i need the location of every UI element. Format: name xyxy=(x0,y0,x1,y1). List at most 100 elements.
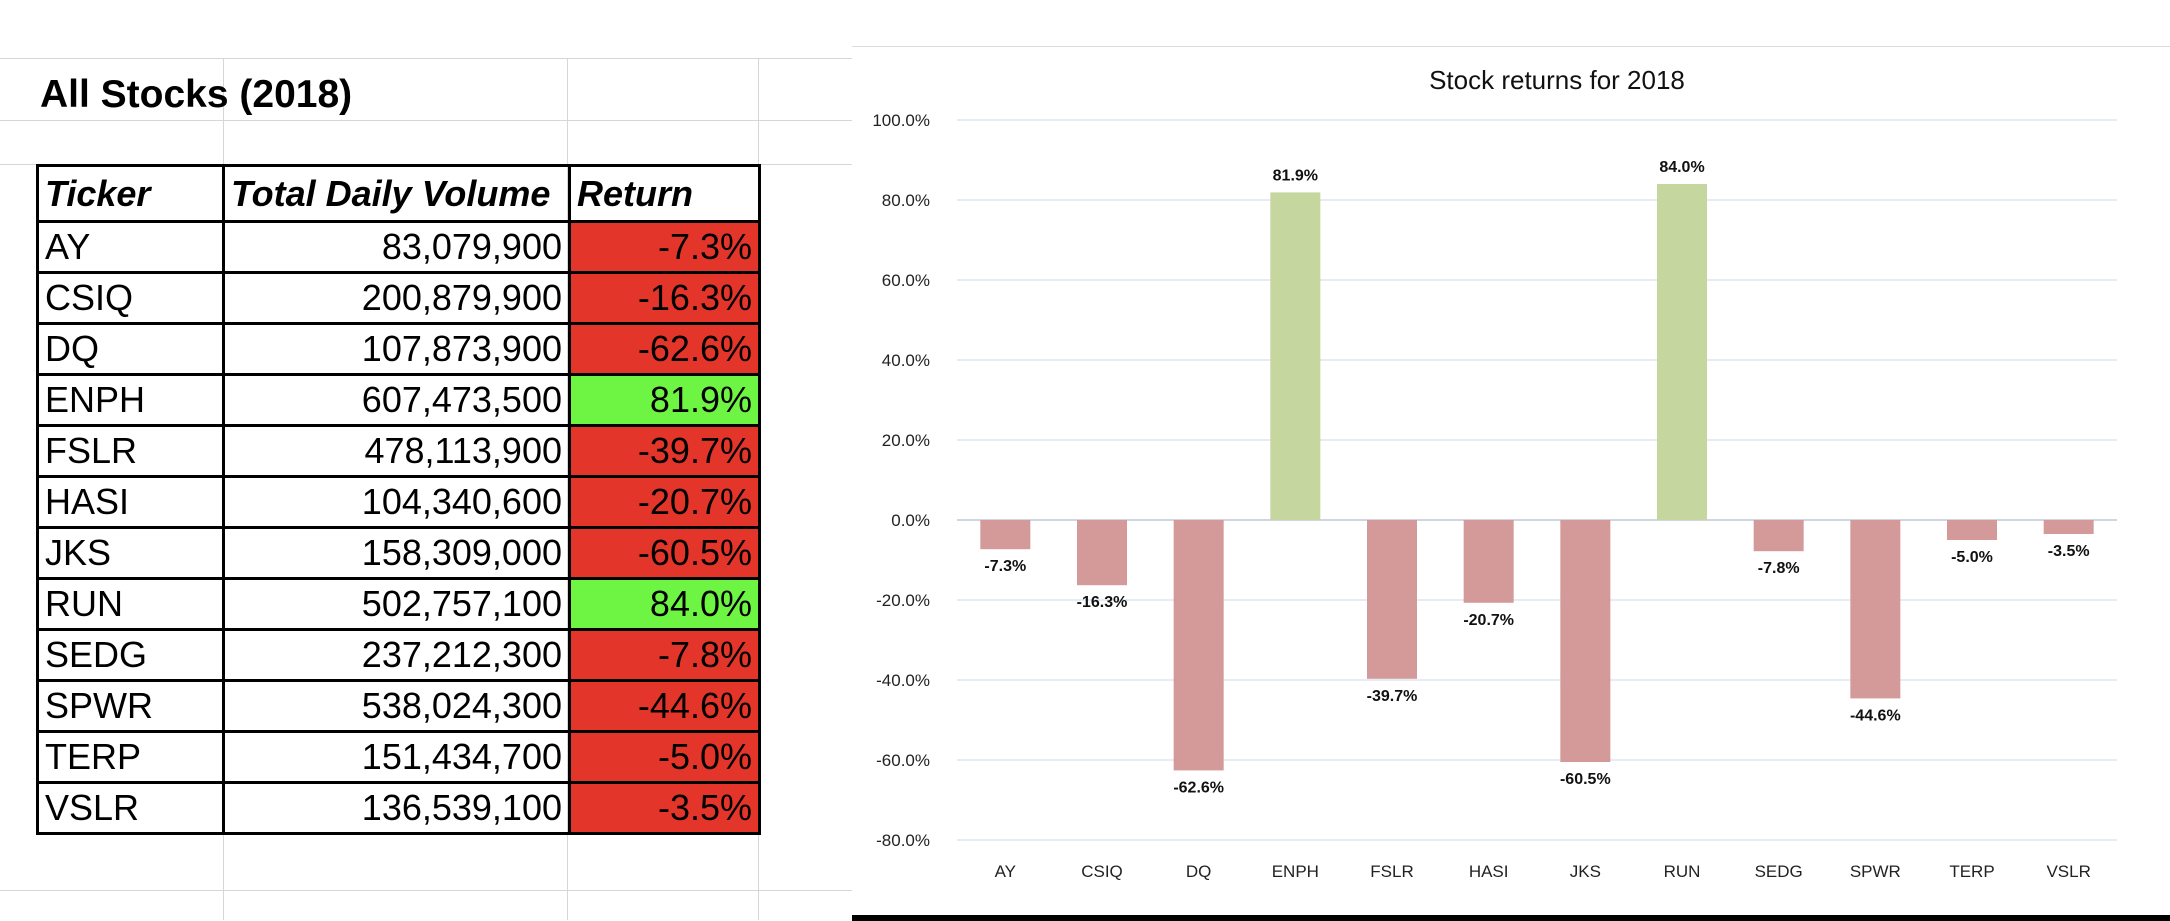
ticker-cell[interactable]: SEDG xyxy=(36,628,225,682)
stocks-table: Ticker Total Daily Volume Return AY 83,07… xyxy=(36,164,761,835)
sheet-title[interactable]: All Stocks (2018) xyxy=(40,73,353,116)
spreadsheet: All Stocks (2018) Ticker Total Daily Vol… xyxy=(0,0,860,920)
y-tick-label: 40.0% xyxy=(882,351,930,370)
data-label: -16.3% xyxy=(1077,594,1128,611)
header-ticker[interactable]: Ticker xyxy=(36,164,225,223)
volume-cell[interactable]: 151,434,700 xyxy=(222,730,571,784)
return-cell[interactable]: -7.8% xyxy=(568,628,761,682)
table-row: JKS 158,309,000 -60.5% xyxy=(36,526,761,580)
table-row: RUN 502,757,100 84.0% xyxy=(36,577,761,631)
gridline-horizontal xyxy=(0,164,860,165)
table-row: SPWR 538,024,300 -44.6% xyxy=(36,679,761,733)
return-cell[interactable]: -20.7% xyxy=(568,475,761,529)
ticker-cell[interactable]: TERP xyxy=(36,730,225,784)
y-tick-label: 60.0% xyxy=(882,271,930,290)
bar-hasi[interactable] xyxy=(1463,520,1514,603)
return-cell[interactable]: -62.6% xyxy=(568,322,761,376)
header-total-daily-volume[interactable]: Total Daily Volume xyxy=(222,164,571,223)
return-cell[interactable]: 84.0% xyxy=(568,577,761,631)
chart-bars xyxy=(980,184,2094,771)
bar-fslr[interactable] xyxy=(1367,520,1417,679)
volume-cell[interactable]: 107,873,900 xyxy=(222,322,571,376)
bar-jks[interactable] xyxy=(1560,520,1611,762)
data-label: -3.5% xyxy=(2048,543,2090,560)
ticker-cell[interactable]: CSIQ xyxy=(36,271,225,325)
chart-title: Stock returns for 2018 xyxy=(1429,65,1685,95)
volume-cell[interactable]: 478,113,900 xyxy=(222,424,571,478)
volume-cell[interactable]: 158,309,000 xyxy=(222,526,571,580)
bar-csiq[interactable] xyxy=(1077,520,1127,586)
volume-cell[interactable]: 200,879,900 xyxy=(222,271,571,325)
volume-cell[interactable]: 136,539,100 xyxy=(222,781,571,835)
x-tick-label: JKS xyxy=(1570,862,1601,881)
data-label: -44.6% xyxy=(1850,707,1901,724)
x-tick-label: RUN xyxy=(1664,862,1701,881)
return-cell[interactable]: -60.5% xyxy=(568,526,761,580)
y-tick-label: -80.0% xyxy=(876,831,930,850)
ticker-cell[interactable]: FSLR xyxy=(36,424,225,478)
ticker-cell[interactable]: SPWR xyxy=(36,679,225,733)
chart-container[interactable]: 100.0% 80.0% 60.0% 40.0% 20.0% 0.0% -20.0% -40.… xyxy=(852,46,2170,921)
ticker-cell[interactable]: JKS xyxy=(36,526,225,580)
volume-cell[interactable]: 83,079,900 xyxy=(222,220,571,274)
bar-spwr[interactable] xyxy=(1850,520,1901,699)
data-label: 81.9% xyxy=(1273,167,1318,184)
x-tick-label: VSLR xyxy=(2046,862,2090,881)
return-cell[interactable]: -3.5% xyxy=(568,781,761,835)
table-row: FSLR 478,113,900 -39.7% xyxy=(36,424,761,478)
volume-cell[interactable]: 237,212,300 xyxy=(222,628,571,682)
bar-dq[interactable] xyxy=(1173,520,1224,771)
bar-sedg[interactable] xyxy=(1753,520,1804,552)
y-tick-label: -20.0% xyxy=(876,591,930,610)
x-tick-label: DQ xyxy=(1186,862,1212,881)
volume-cell[interactable]: 104,340,600 xyxy=(222,475,571,529)
y-tick-label: -60.0% xyxy=(876,751,930,770)
ticker-cell[interactable]: RUN xyxy=(36,577,225,631)
y-tick-label: 100.0% xyxy=(872,111,930,130)
volume-cell[interactable]: 607,473,500 xyxy=(222,373,571,427)
volume-cell[interactable]: 538,024,300 xyxy=(222,679,571,733)
chart-gridlines xyxy=(957,119,2117,841)
return-cell[interactable]: -44.6% xyxy=(568,679,761,733)
table-row: HASI 104,340,600 -20.7% xyxy=(36,475,761,529)
x-tick-label: SEDG xyxy=(1755,862,1803,881)
bar-enph[interactable] xyxy=(1270,192,1321,520)
data-label: -7.3% xyxy=(984,558,1026,575)
data-label: -39.7% xyxy=(1367,688,1418,705)
chart-bottom-border xyxy=(852,915,2170,921)
y-axis-ticks: 100.0% 80.0% 60.0% 40.0% 20.0% 0.0% -20.0% -40.… xyxy=(872,111,930,850)
header-row: Ticker Total Daily Volume Return xyxy=(36,164,761,223)
ticker-cell[interactable]: ENPH xyxy=(36,373,225,427)
bar-chart: 100.0% 80.0% 60.0% 40.0% 20.0% 0.0% -20.0% -40.… xyxy=(872,65,2117,881)
data-label: -5.0% xyxy=(1951,549,1993,566)
y-tick-label: -40.0% xyxy=(876,671,930,690)
table-row: AY 83,079,900 -7.3% xyxy=(36,220,761,274)
volume-cell[interactable]: 502,757,100 xyxy=(222,577,571,631)
y-tick-label: 80.0% xyxy=(882,191,930,210)
return-cell[interactable]: -39.7% xyxy=(568,424,761,478)
x-tick-label: SPWR xyxy=(1850,862,1901,881)
x-axis-ticks: AY CSIQ DQ ENPH FSLR HASI JKS RUN SEDG SPWR TERP VS… xyxy=(995,862,2091,881)
return-cell[interactable]: -7.3% xyxy=(568,220,761,274)
bar-run[interactable] xyxy=(1657,184,1707,520)
data-label: -7.8% xyxy=(1758,560,1800,577)
return-cell[interactable]: -5.0% xyxy=(568,730,761,784)
x-tick-label: TERP xyxy=(1949,862,1994,881)
return-cell[interactable]: -16.3% xyxy=(568,271,761,325)
return-cell[interactable]: 81.9% xyxy=(568,373,761,427)
table-row: TERP 151,434,700 -5.0% xyxy=(36,730,761,784)
bar-ay[interactable] xyxy=(980,520,1031,550)
ticker-cell[interactable]: DQ xyxy=(36,322,225,376)
bar-vslr[interactable] xyxy=(2043,520,2094,534)
ticker-cell[interactable]: HASI xyxy=(36,475,225,529)
y-tick-label: 0.0% xyxy=(891,511,930,530)
bar-terp[interactable] xyxy=(1947,520,1997,540)
ticker-cell[interactable]: AY xyxy=(36,220,225,274)
x-tick-label: AY xyxy=(995,862,1016,881)
gridline-horizontal xyxy=(0,120,860,121)
x-tick-label: ENPH xyxy=(1272,862,1319,881)
table-row: SEDG 237,212,300 -7.8% xyxy=(36,628,761,682)
table-row: DQ 107,873,900 -62.6% xyxy=(36,322,761,376)
ticker-cell[interactable]: VSLR xyxy=(36,781,225,835)
header-return[interactable]: Return xyxy=(568,164,761,223)
